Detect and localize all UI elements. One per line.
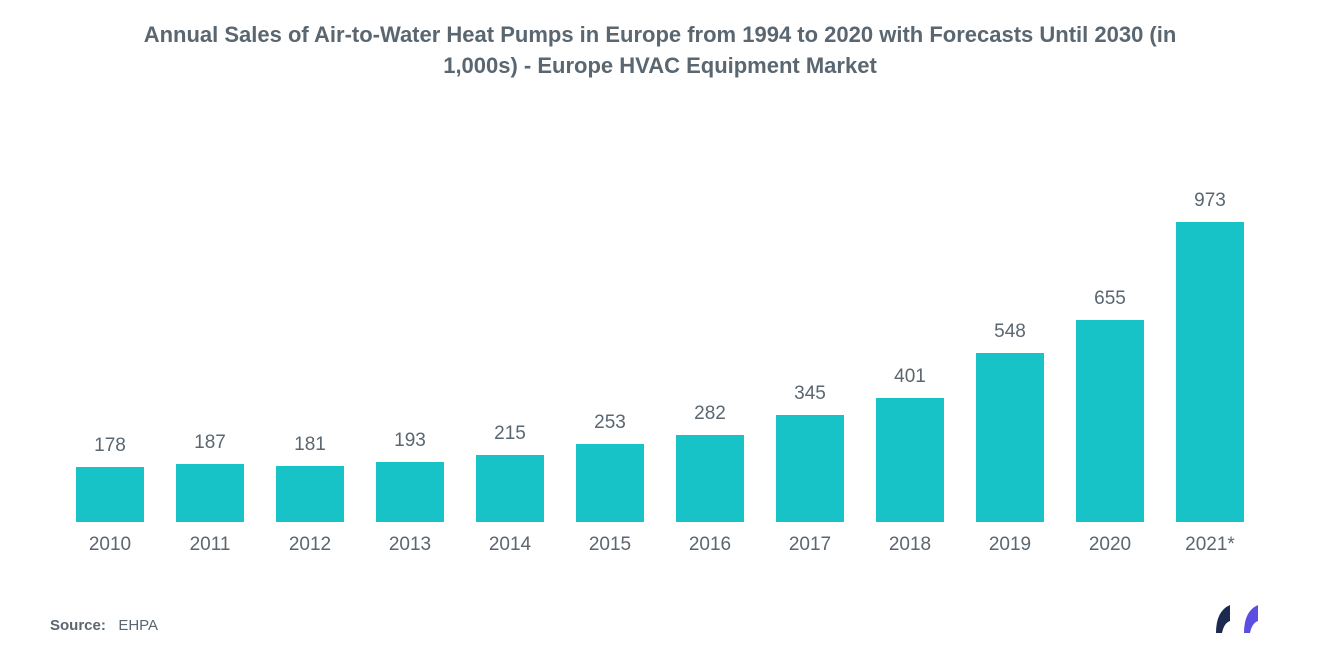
bar-group: 655 (1068, 142, 1152, 522)
bar-value-label: 193 (394, 430, 426, 452)
bar (476, 455, 544, 521)
bar-group: 187 (168, 142, 252, 522)
bar (76, 467, 144, 522)
x-axis-label: 2021* (1168, 534, 1252, 556)
x-axis-label: 2016 (668, 534, 752, 556)
bar-group: 973 (1168, 142, 1252, 522)
bar-value-label: 401 (894, 366, 926, 388)
bar (576, 444, 644, 522)
bar (276, 466, 344, 522)
bar (376, 462, 444, 522)
x-axis-label: 2012 (268, 534, 352, 556)
x-axis-label: 2014 (468, 534, 552, 556)
bar-value-label: 181 (294, 434, 326, 456)
bar-group: 215 (468, 142, 552, 522)
bar-value-label: 178 (94, 435, 126, 457)
bar-value-label: 548 (994, 321, 1026, 343)
bar-group: 401 (868, 142, 952, 522)
bar (776, 415, 844, 521)
bar-group: 548 (968, 142, 1052, 522)
bar (1176, 222, 1244, 522)
bar-group: 181 (268, 142, 352, 522)
bar-group: 253 (568, 142, 652, 522)
source-attribution: Source: EHPA (50, 617, 158, 635)
x-axis-label: 2018 (868, 534, 952, 556)
x-axis-label: 2019 (968, 534, 1052, 556)
bar-value-label: 345 (794, 383, 826, 405)
bar-group: 178 (68, 142, 152, 522)
bar-value-label: 973 (1194, 190, 1226, 212)
brand-logo (1214, 603, 1270, 635)
x-axis-label: 2011 (168, 534, 252, 556)
bar-value-label: 655 (1094, 288, 1126, 310)
bar-value-label: 215 (494, 423, 526, 445)
bar-group: 282 (668, 142, 752, 522)
bar-group: 345 (768, 142, 852, 522)
bar-group: 193 (368, 142, 452, 522)
x-axis-label: 2010 (68, 534, 152, 556)
bar (976, 353, 1044, 522)
x-axis-label: 2017 (768, 534, 852, 556)
bar (676, 435, 744, 522)
x-axis-label: 2013 (368, 534, 452, 556)
bar-value-label: 253 (594, 412, 626, 434)
x-axis-labels: 2010 2011 2012 2013 2014 2015 2016 2017 2018 2019… (50, 522, 1270, 556)
bar (876, 398, 944, 522)
source-label: Source: (50, 617, 106, 634)
chart-title: Annual Sales of Air-to-Water Heat Pumps … (110, 20, 1210, 82)
bar-value-label: 187 (194, 432, 226, 454)
x-axis-label: 2020 (1068, 534, 1152, 556)
source-value: EHPA (118, 617, 158, 634)
x-axis-label: 2015 (568, 534, 652, 556)
logo-icon (1214, 603, 1270, 635)
bar (176, 464, 244, 522)
bar-value-label: 282 (694, 403, 726, 425)
bar (1076, 320, 1144, 522)
bar-chart: 178 187 181 193 215 253 282 345 401 548 655 973 (50, 142, 1270, 522)
